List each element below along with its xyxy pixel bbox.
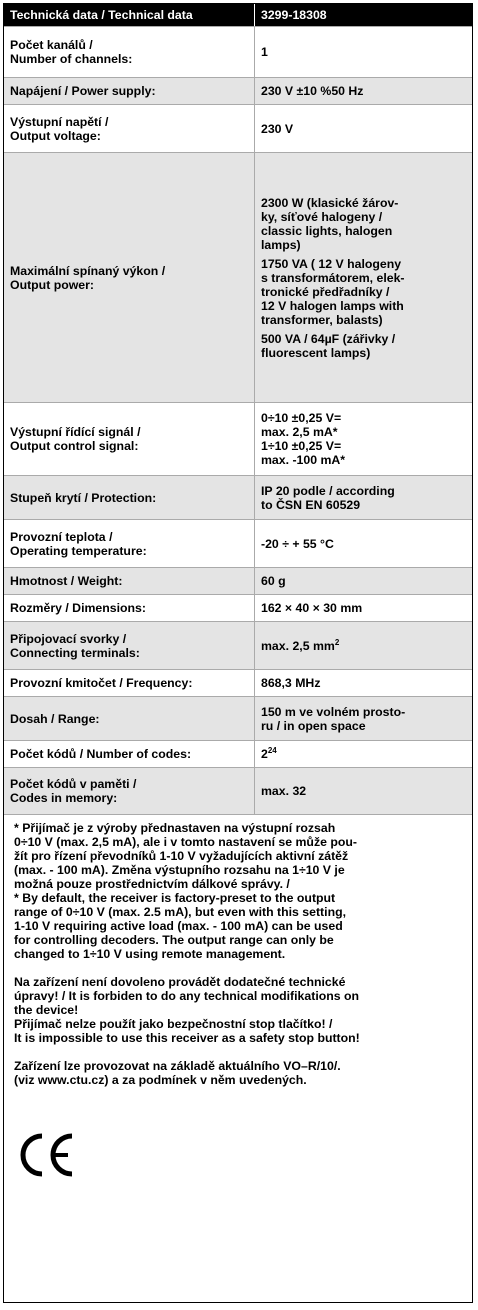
spec-value: 162 × 40 × 30 mm [254,594,472,622]
spec-label: Rozměry / Dimensions: [4,594,255,622]
spec-row: Připojovací svorky / Connecting terminal… [4,621,472,670]
spec-value: IP 20 podle / according to ČSN EN 60529 [254,475,472,520]
spec-row: Provozní teplota / Operating temperature… [4,519,472,568]
value-paragraph: 868,3 MHz [261,676,321,690]
spec-row: Stupeň krytí / Protection: IP 20 podle / … [4,475,472,520]
spec-row: Napájení / Power supply: 230 V ±10 %50 Hz [4,77,472,105]
value-superscript: 2 [334,637,340,647]
spec-label: Počet kódů / Number of codes: [4,740,255,768]
spec-value: 868,3 MHz [254,669,472,697]
value-paragraph: IP 20 podle / according to ČSN EN 60529 [261,483,395,512]
value-superscript: 24 [267,745,277,755]
spec-row: Rozměry / Dimensions: 162 × 40 × 30 mm [4,594,472,622]
spec-value: max. 2,5 mm2 [254,621,472,670]
spec-row: Hmotnost / Weight: 60 g [4,567,472,595]
spec-label: Počet kódů v paměti / Codes in memory: [4,767,255,815]
value-paragraph: 2300 W (klasické žárov- ky, síťové halog… [261,195,399,252]
value-paragraph: 224 [261,745,466,761]
spec-row: Výstupní řídící signál / Output control … [4,402,472,476]
spec-label: Napájení / Power supply: [4,77,255,105]
spec-row: Maximální spínaný výkon / Output power: 2… [4,152,472,403]
value-paragraph: 500 VA / 64µF (zářivky / fluorescent lam… [261,331,396,360]
value-paragraph: max. 2,5 mm2 [261,637,466,653]
spec-label: Výstupní řídící signál / Output control … [4,402,255,476]
spec-label: Provozní teplota / Operating temperature… [4,519,255,568]
value-paragraph: 162 × 40 × 30 mm [261,601,363,615]
spec-row: Provozní kmitočet / Frequency: 868,3 MHz [4,669,472,697]
notes: * Přijímač je z výroby přednastaven na v… [4,815,472,1087]
spec-label: Stupeň krytí / Protection: [4,475,255,520]
value-paragraph: 230 V [261,121,294,136]
spec-value: 2300 W (klasické žárov- ky, síťové halog… [254,152,472,403]
note: Zařízení lze provozovat na základě aktuá… [14,1059,341,1087]
spec-label: Připojovací svorky / Connecting terminal… [4,621,255,670]
spec-label: Výstupní napětí / Output voltage: [4,104,255,153]
spec-label: Hmotnost / Weight: [4,567,255,595]
value-paragraph: 60 g [261,574,286,588]
spec-value: 230 V ±10 %50 Hz [254,77,472,105]
spec-row: Výstupní napětí / Output voltage: 230 V [4,104,472,153]
spec-value: 60 g [254,567,472,595]
note: Na zařízení není dovoleno provádět dodat… [14,975,360,1045]
spec-label: Dosah / Range: [4,696,255,741]
spec-label: Maximální spínaný výkon / Output power: [4,152,255,403]
value-text: 2 [261,747,268,761]
value-paragraph: 150 m ve volném prosto- ru / in open spa… [261,704,406,733]
ce-mark [20,1133,73,1177]
value-paragraph: 0÷10 ±0,25 V= max. 2,5 mA* 1÷10 ±0,25 V=… [261,411,346,467]
spec-label: Počet kanálů / Number of channels: [4,26,255,78]
datasheet: Technická data / Technical data 3299-183… [3,3,473,1303]
spec-value: 150 m ve volném prosto- ru / in open spa… [254,696,472,741]
header-cell: Technická data / Technical data [4,4,255,27]
header-row: Technická data / Technical data 3299-183… [4,4,472,27]
spec-label: Provozní kmitočet / Frequency: [4,669,255,697]
value-paragraph: 1750 VA ( 12 V halogeny s transformátore… [261,256,405,327]
spec-value: 230 V [254,104,472,153]
spec-value: 0÷10 ±0,25 V= max. 2,5 mA* 1÷10 ±0,25 V=… [254,402,472,476]
header-cell: 3299-18308 [254,4,472,27]
value-paragraph: -20 ÷ + 55 °C [261,536,334,551]
spec-row: Počet kódů v paměti / Codes in memory: ma… [4,767,472,815]
spec-row: Počet kanálů / Number of channels: 1 [4,26,472,78]
spec-value: 224 [254,740,472,768]
spec-row: Počet kódů / Number of codes: 224 [4,740,472,768]
spec-row: Dosah / Range: 150 m ve volném prosto- ru… [4,696,472,741]
note: * Přijímač je z výroby přednastaven na v… [14,821,357,961]
spec-value: 1 [254,26,472,78]
value-paragraph: 230 V ±10 %50 Hz [261,84,364,98]
value-text: max. 2,5 mm [261,638,335,653]
value-paragraph: 1 [261,45,268,59]
spec-value: max. 32 [254,767,472,815]
spec-value: -20 ÷ + 55 °C [254,519,472,568]
spec-table: Technická data / Technical data 3299-183… [4,4,472,815]
value-paragraph: max. 32 [261,784,307,798]
